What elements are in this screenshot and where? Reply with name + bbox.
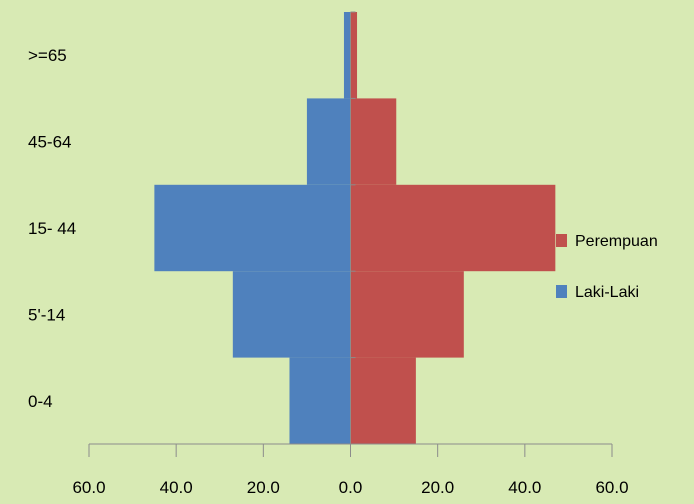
legend-swatch-laki-laki [556, 285, 567, 298]
legend-label-laki-laki: Laki-Laki [575, 284, 639, 301]
x-tick-label: 60.0 [595, 478, 628, 497]
x-tick-label: 0.0 [339, 478, 363, 497]
bars-group [154, 12, 556, 444]
bar-perempuan-1 [350, 271, 464, 358]
category-label: 45-64 [28, 133, 71, 152]
category-labels-group: 0-4 5'-14 15- 44 45-64 >=65 [28, 46, 76, 411]
tick-labels-group: 60.0 40.0 20.0 0.0 20.0 40.0 60.0 [72, 478, 628, 497]
x-tick-label: 40.0 [508, 478, 541, 497]
x-tick-label: 20.0 [247, 478, 280, 497]
category-label: >=65 [28, 46, 67, 65]
bar-perempuan-4 [350, 12, 358, 99]
x-tick-label: 20.0 [421, 478, 454, 497]
bar-perempuan-0 [350, 357, 416, 444]
x-tick-label: 40.0 [160, 478, 193, 497]
legend: Perempuan Laki-Laki [556, 233, 658, 301]
legend-swatch-perempuan [556, 234, 567, 247]
bar-laki-laki-3 [306, 98, 351, 185]
bar-laki-laki-0 [289, 357, 351, 444]
category-label: 5'-14 [28, 305, 65, 324]
bar-laki-laki-2 [154, 184, 351, 272]
x-tick-label: 60.0 [72, 478, 105, 497]
bar-perempuan-2 [350, 184, 556, 272]
legend-label-perempuan: Perempuan [575, 233, 658, 250]
bar-perempuan-3 [350, 98, 397, 185]
category-label: 15- 44 [28, 219, 76, 238]
axes-group [88, 11, 613, 457]
category-label: 0-4 [28, 392, 53, 411]
bar-laki-laki-4 [343, 12, 351, 99]
bar-laki-laki-1 [232, 271, 351, 358]
